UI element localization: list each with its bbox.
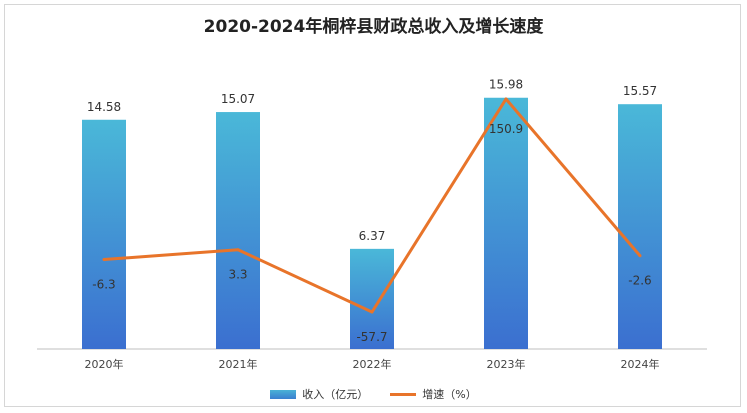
x-tick-3: 2023年 [487, 357, 526, 371]
bar-label-3: 15.98 [489, 78, 523, 92]
bar-3 [484, 97, 528, 349]
bar-label-1: 15.07 [221, 92, 255, 106]
chart-title: 2020-2024年桐梓县财政总收入及增长速度 [203, 17, 544, 37]
bar-2 [350, 248, 394, 349]
legend-swatch-line [390, 392, 417, 396]
growth-point-2 [370, 310, 374, 314]
bar-label-2: 6.37 [359, 229, 386, 243]
legend-item-income: 收入（亿元） [270, 386, 368, 402]
bar-label-0: 14.58 [87, 100, 121, 114]
legend-label-growth: 增速（%） [422, 388, 477, 401]
growth-label-1: 3.3 [228, 268, 247, 282]
x-tick-0: 2020年 [85, 357, 124, 371]
legend-swatch-bar [270, 389, 297, 399]
bar-label-4: 15.57 [623, 84, 657, 98]
growth-point-3 [504, 97, 508, 101]
growth-point-1 [236, 248, 240, 252]
bar-1 [216, 112, 260, 349]
growth-label-4: -2.6 [628, 274, 651, 288]
growth-label-3: 150.9 [489, 122, 523, 136]
bar-4 [618, 104, 662, 349]
growth-label-0: -6.3 [92, 278, 115, 292]
legend-label-income: 收入（亿元） [302, 388, 369, 401]
x-tick-2: 2022年 [353, 357, 392, 371]
growth-point-0 [102, 258, 106, 262]
x-tick-4: 2024年 [621, 357, 660, 371]
legend: 收入（亿元） 增速（%） [0, 386, 747, 402]
x-tick-1: 2021年 [219, 357, 258, 371]
legend-item-growth: 增速（%） [390, 386, 477, 402]
bar-0 [82, 119, 126, 349]
growth-point-4 [638, 254, 642, 258]
growth-label-2: -57.7 [356, 330, 387, 344]
